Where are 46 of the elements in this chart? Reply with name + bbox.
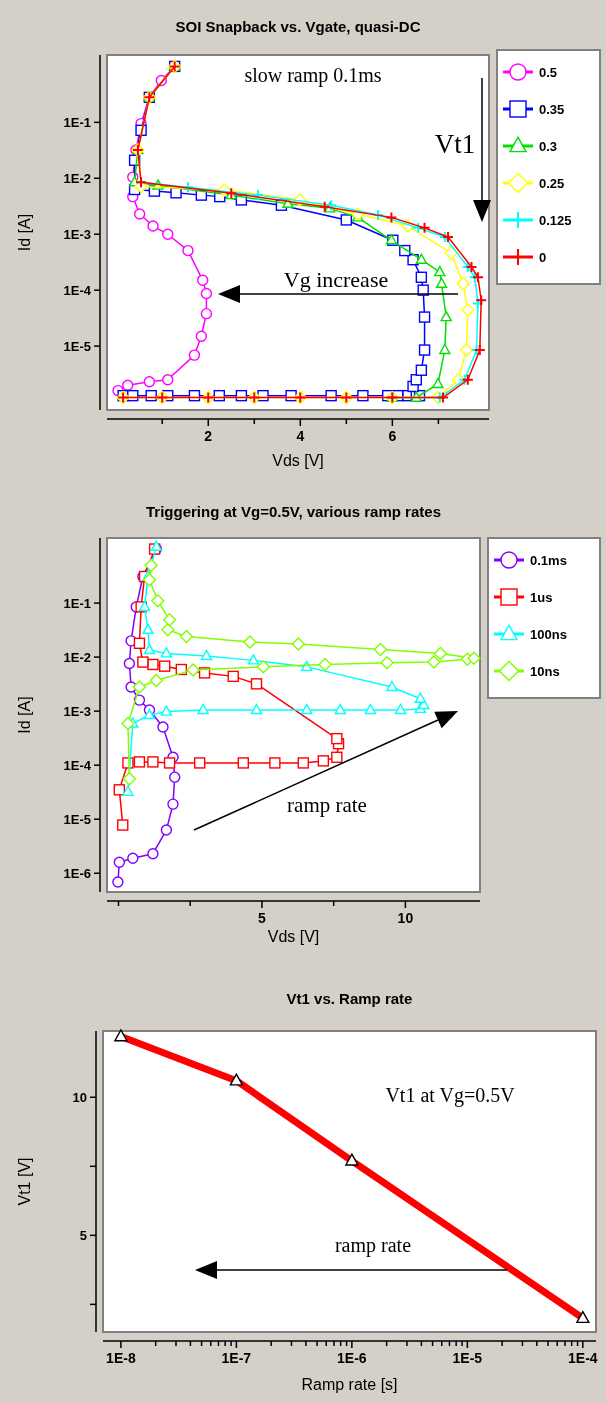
y-tick-label: 1E-4 <box>63 757 92 773</box>
y-tick-label: 1E-5 <box>63 811 91 827</box>
annotation: Vt1 at Vg=0.5V <box>385 1084 516 1107</box>
x-axis-title: Vds [V] <box>267 928 320 945</box>
y-tick-label: 1E-2 <box>63 170 91 186</box>
annotation: ramp rate <box>334 1234 412 1257</box>
y-axis-title: Id [A] <box>16 213 33 252</box>
y-tick-label: 1E-6 <box>63 865 91 881</box>
y-tick-label: 1E-3 <box>63 226 91 242</box>
chart-title: Triggering at Vg=0.5V, various ramp rates <box>146 503 441 520</box>
legend-label: 100ns <box>530 626 567 642</box>
x-tick-label: 1E-5 <box>452 1350 483 1366</box>
chart-title: SOI Snapback vs. Vgate, quasi-DC <box>175 18 421 35</box>
legend-label: 0.125 <box>539 212 572 228</box>
chart-title: Vt1 vs. Ramp rate <box>286 990 413 1007</box>
annotation: slow ramp 0.1ms <box>244 64 382 87</box>
legend-label: 10ns <box>530 663 560 679</box>
x-tick-label: 6 <box>388 428 397 444</box>
x-tick-label: 1E-6 <box>337 1350 367 1366</box>
y-tick-label: 1E-1 <box>63 114 91 130</box>
y-tick-label: 1E-1 <box>63 595 91 611</box>
y-tick-label: 5 <box>79 1227 87 1243</box>
legend-label: 0 <box>539 249 547 265</box>
x-axis-title: Vds [V] <box>272 452 324 469</box>
legend-label: 0.35 <box>539 101 565 117</box>
annotation: ramp rate <box>287 793 367 817</box>
annotation: Vt1 <box>434 129 476 159</box>
y-axis-title: Vt1 [V] <box>16 1157 33 1206</box>
y-tick-label: 1E-2 <box>63 649 91 665</box>
x-tick-label: 1E-8 <box>106 1350 136 1366</box>
legend-label: 0.25 <box>539 175 565 191</box>
legend-label: 0.5 <box>539 64 558 80</box>
x-tick-label: 1E-7 <box>221 1350 252 1366</box>
x-tick-label: 1E-4 <box>568 1350 598 1366</box>
legend-label: 1us <box>530 589 553 605</box>
x-tick-label: 4 <box>296 428 305 444</box>
y-tick-label: 10 <box>72 1089 87 1105</box>
legend-label: 0.3 <box>539 138 558 154</box>
y-tick-label: 1E-4 <box>63 282 92 298</box>
legend-label: 0.1ms <box>530 552 567 568</box>
y-axis-title: Id [A] <box>16 696 33 734</box>
x-axis-title: Ramp rate [s] <box>301 1376 398 1393</box>
y-tick-label: 1E-3 <box>63 703 91 719</box>
annotation: Vg increase <box>283 267 389 292</box>
y-tick-label: 1E-5 <box>63 338 91 354</box>
x-tick-label: 2 <box>204 428 213 444</box>
